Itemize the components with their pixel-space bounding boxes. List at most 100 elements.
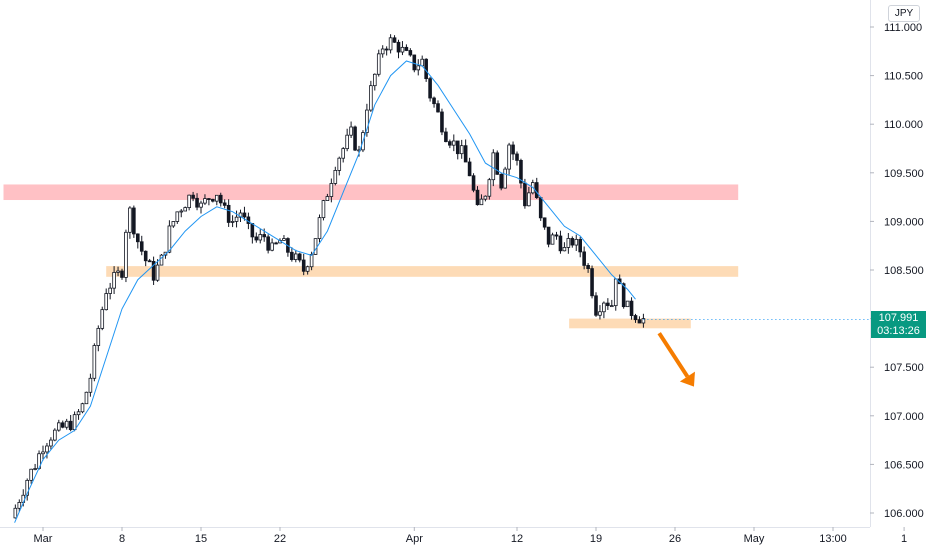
y-tick-label: 110.500 xyxy=(884,71,923,83)
bear-candle xyxy=(515,153,519,161)
y-tick-label: 111.000 xyxy=(884,22,922,34)
bull-candle xyxy=(234,216,239,222)
last-price-tag: 107.991 03:13:26 xyxy=(871,311,926,338)
bull-candle xyxy=(333,170,338,184)
bear-candle xyxy=(471,175,476,191)
bull-candle xyxy=(365,109,369,133)
bull-candle xyxy=(610,305,614,308)
bull-candle xyxy=(483,195,488,200)
bull-candle xyxy=(309,254,314,268)
bull-candle xyxy=(487,179,492,197)
bear-candle xyxy=(586,265,590,269)
bear-candle xyxy=(495,152,500,175)
bear-candle xyxy=(578,238,582,253)
bull-candle xyxy=(108,287,112,294)
bull-candle xyxy=(491,152,496,181)
y-tick-label: 108.500 xyxy=(884,265,924,277)
bear-candle xyxy=(408,50,413,56)
bull-candle xyxy=(479,198,484,206)
bull-candle xyxy=(112,272,116,289)
bear-candle xyxy=(542,217,547,228)
bull-candle xyxy=(214,194,219,202)
bear-candle xyxy=(147,260,152,263)
bear-candle xyxy=(274,242,278,245)
y-tick-label: 107.500 xyxy=(884,362,924,374)
bear-candle xyxy=(629,300,634,316)
bull-candle xyxy=(282,238,286,241)
resistance-zone xyxy=(3,184,739,201)
bear-candle xyxy=(132,207,136,235)
bull-candle xyxy=(238,212,243,218)
x-tick-label: May xyxy=(744,533,765,545)
bull-candle xyxy=(96,327,101,346)
bull-candle xyxy=(562,247,567,252)
bull-candle xyxy=(88,377,93,393)
arrow-head xyxy=(679,371,695,387)
bull-candle xyxy=(503,168,507,189)
last-price: 107.991 xyxy=(878,312,919,324)
bear-candle xyxy=(139,241,144,252)
bull-candle xyxy=(270,242,274,251)
bear-candle xyxy=(440,111,444,133)
bull-candle xyxy=(29,468,33,481)
bear-candle xyxy=(404,46,409,51)
x-tick-label: 19 xyxy=(590,533,602,545)
currency-badge[interactable]: JPY xyxy=(888,5,920,22)
bear-candle xyxy=(143,250,148,262)
bear-candle xyxy=(637,319,642,324)
bear-candle xyxy=(207,198,211,200)
bear-candle xyxy=(554,234,559,237)
bull-candle xyxy=(84,391,89,405)
bull-candle xyxy=(80,403,85,413)
bear-candle xyxy=(538,197,543,219)
support-zone xyxy=(569,318,691,329)
bear-candle xyxy=(242,212,247,218)
bull-candle xyxy=(329,183,334,197)
x-tick-label: 8 xyxy=(119,533,125,545)
x-tick-label: 12 xyxy=(511,533,523,545)
bull-candle xyxy=(258,234,263,241)
bull-candle xyxy=(57,422,61,431)
bull-candle xyxy=(380,48,385,55)
y-tick-label: 109.500 xyxy=(884,168,924,180)
bull-candle xyxy=(76,411,81,416)
bull-candle xyxy=(72,414,77,431)
bull-candle xyxy=(45,445,49,453)
bull-candle xyxy=(100,309,105,329)
bull-candle xyxy=(49,439,53,447)
bear-candle xyxy=(546,226,551,245)
bear-candle xyxy=(60,422,65,428)
y-tick-label: 109.000 xyxy=(884,216,924,228)
bull-candle xyxy=(187,194,191,209)
x-tick-label: 22 xyxy=(274,533,286,545)
y-tick-label: 106.500 xyxy=(884,459,924,471)
bear-candle xyxy=(519,160,523,184)
bull-candle xyxy=(337,157,342,171)
bull-candle xyxy=(625,300,630,308)
x-tick-label: 13:00 xyxy=(819,533,847,545)
bull-candle xyxy=(317,217,322,240)
bear-candle xyxy=(226,204,231,223)
bull-candle xyxy=(566,238,571,248)
bull-candle xyxy=(124,231,128,278)
bear-candle xyxy=(463,145,468,163)
bear-candle xyxy=(195,197,199,208)
bull-candle xyxy=(175,211,180,222)
bull-candle xyxy=(293,253,298,260)
bear-candle xyxy=(523,182,527,207)
bear-candle xyxy=(68,420,73,431)
bull-candle xyxy=(451,140,456,146)
arrow-shaft xyxy=(657,332,690,378)
bull-candle xyxy=(104,293,109,311)
bear-candle xyxy=(594,295,598,316)
bull-candle xyxy=(527,192,531,207)
bull-candle xyxy=(183,207,188,212)
bull-candle xyxy=(203,198,207,204)
bull-candle xyxy=(199,202,203,208)
bull-candle xyxy=(420,58,424,67)
bear-candle xyxy=(428,78,432,99)
bear-candle xyxy=(353,126,357,151)
bear-candle xyxy=(151,261,156,281)
